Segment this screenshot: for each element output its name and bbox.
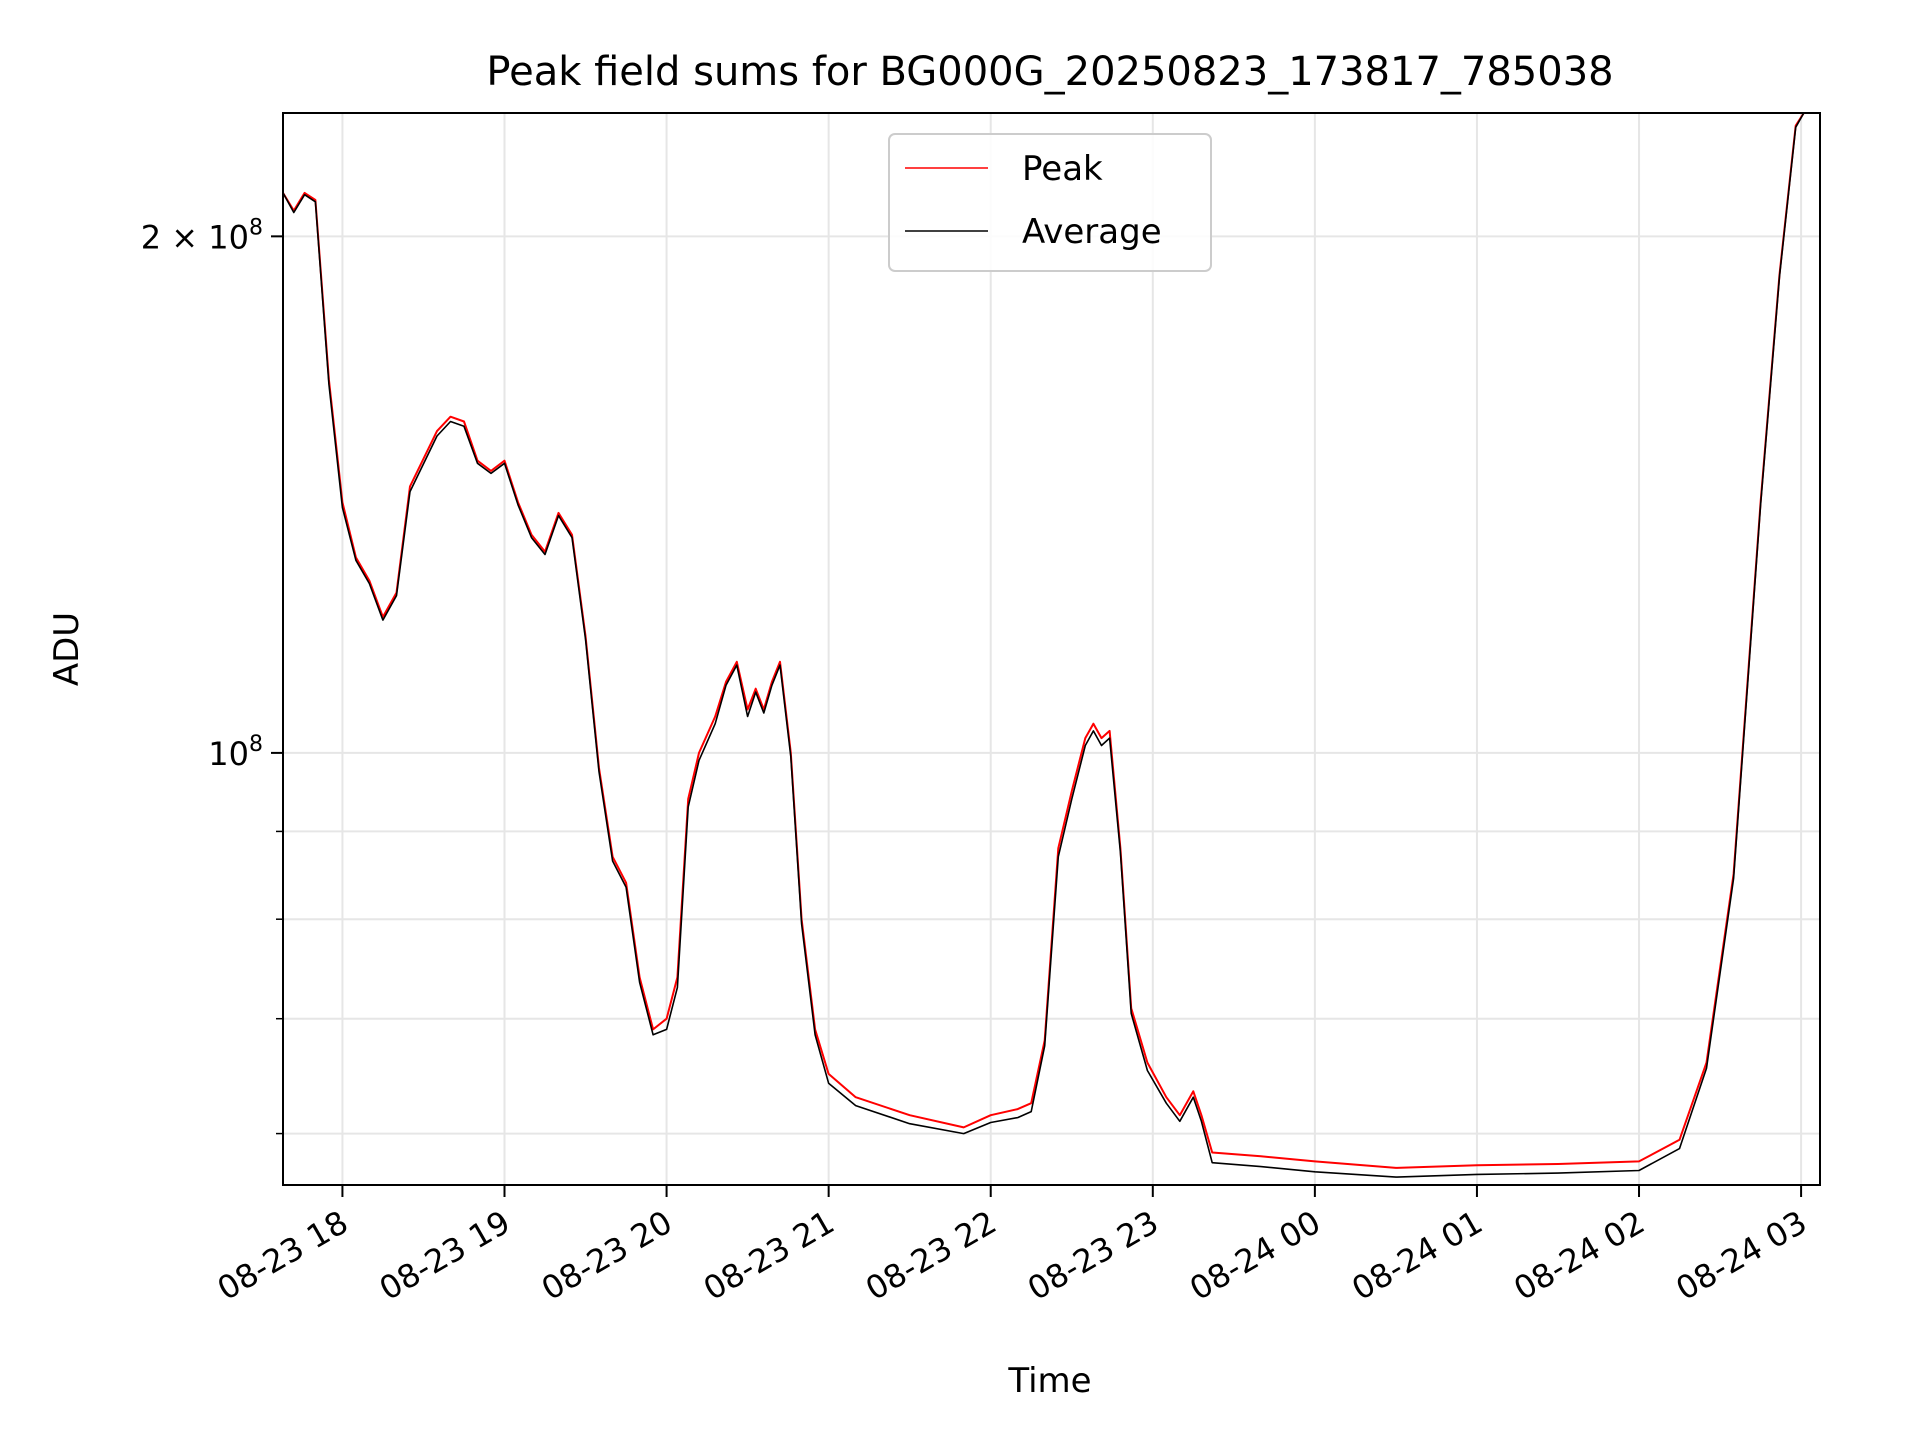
legend-label-peak: Peak: [1022, 149, 1103, 189]
legend-label-average: Average: [1022, 212, 1162, 252]
y-axis-label: ADU: [47, 612, 87, 686]
grid: [283, 113, 1820, 1185]
legend: Peak Average: [888, 133, 1212, 272]
series-lines: [283, 113, 1805, 1178]
series-line-average: [283, 113, 1805, 1178]
y-tick-label: 2 × 108: [141, 215, 263, 256]
series-line-peak: [283, 113, 1805, 1169]
chart-title: Peak field sums for BG000G_20250823_1738…: [486, 49, 1613, 95]
plot-frame: [282, 112, 1821, 1186]
x-axis-label: Time: [1007, 1361, 1091, 1401]
